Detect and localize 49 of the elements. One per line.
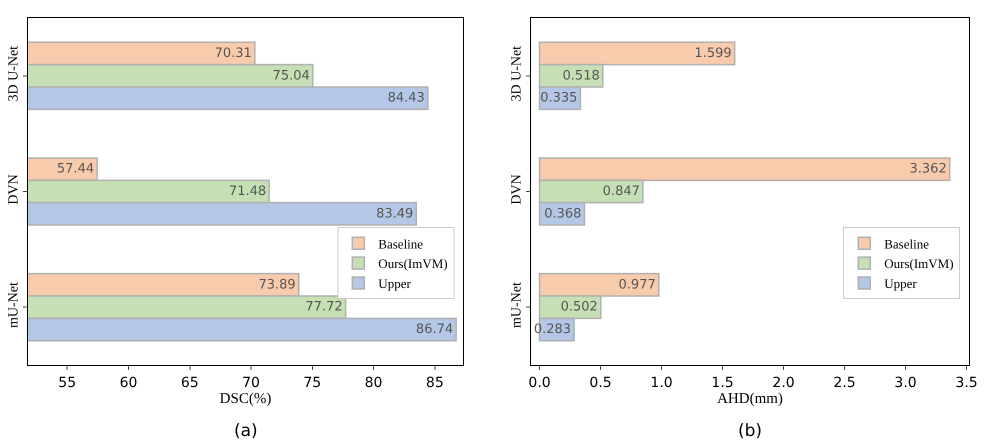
legend-label: Ours(ImVM) [378, 256, 448, 272]
legend-label: Ours(ImVM) [884, 256, 954, 272]
data-label: 75.04 [272, 68, 310, 84]
text: (b) [738, 421, 762, 441]
x-tick-label: 2.0 [772, 374, 795, 391]
data-label: 0.283 [534, 322, 572, 338]
x-axis-title: DSC(%) [220, 390, 272, 407]
x-tick-label: 80 [364, 374, 382, 391]
x-tick-label: 2.5 [833, 374, 856, 391]
text: (a) [234, 421, 258, 441]
x-tick-label: 60 [120, 374, 138, 391]
y-tick-label: DVN [509, 174, 524, 205]
y-tick-label: mU-Net [6, 282, 22, 328]
data-label: 73.89 [258, 277, 296, 292]
x-tick-label: 75 [303, 374, 322, 391]
legend-label: Upper [378, 276, 412, 292]
y-tick-label: DVN [6, 174, 22, 205]
x-tick-label: 3.0 [894, 374, 917, 391]
x-tick-label: 55 [58, 374, 76, 391]
x-axis-title: AHD(mm) [717, 390, 783, 407]
data-label: 84.43 [388, 90, 425, 106]
x-tick-label: 1.5 [711, 374, 734, 391]
data-label: 0.847 [602, 184, 640, 199]
legend-label: Baseline [378, 236, 424, 252]
data-label: 0.977 [618, 277, 656, 292]
data-label: 57.44 [56, 162, 94, 177]
x-tick-label: 65 [180, 374, 199, 391]
y-tick-label: mU-Net [509, 282, 524, 328]
y-tick-label: 3D U-Net [6, 46, 22, 102]
data-label: 83.49 [376, 206, 414, 222]
x-tick-label: 0.5 [589, 374, 612, 391]
data-label: 70.31 [214, 46, 252, 61]
x-tick-label: 1.0 [650, 374, 673, 391]
x-tick-label: 0.0 [528, 374, 551, 391]
data-label: 1.599 [694, 46, 732, 61]
data-label: 0.368 [544, 206, 582, 222]
data-label: 77.72 [305, 300, 343, 315]
y-tick-label: 3D U-Net [509, 46, 524, 102]
data-label: 0.502 [560, 300, 598, 315]
x-tick-label: 70 [242, 374, 260, 391]
data-label: 0.335 [540, 90, 578, 106]
data-label: 3.362 [910, 162, 947, 177]
x-tick-label: 3.5 [955, 374, 978, 391]
legend-label: Upper [884, 276, 918, 292]
x-tick-label: 85 [426, 374, 444, 391]
data-label: 71.48 [228, 184, 266, 199]
legend-label: Baseline [884, 236, 930, 252]
data-label: 0.518 [562, 68, 600, 84]
data-label: 86.74 [416, 322, 454, 338]
